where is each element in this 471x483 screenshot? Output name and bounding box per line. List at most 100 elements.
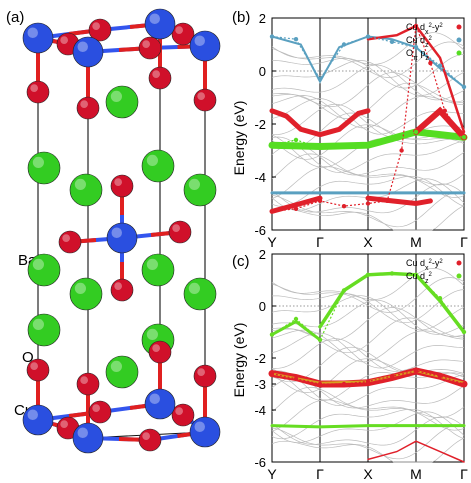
o-atom — [58, 230, 82, 254]
data-point — [389, 39, 395, 45]
data-point — [437, 374, 443, 379]
data-point — [269, 34, 275, 39]
cu-atom-highlight — [77, 427, 88, 438]
ytick-label: 0 — [259, 64, 266, 79]
o-atom-highlight — [175, 26, 183, 34]
legend-marker — [456, 260, 462, 266]
legend-marker — [456, 37, 462, 43]
tick-labels-b: 2 0 -2 -4 -6Y Γ X M Γ — [254, 11, 468, 250]
data-point — [385, 198, 390, 204]
ytick-label: 2 — [259, 247, 266, 262]
ba-atom — [69, 277, 103, 311]
data-point — [365, 379, 371, 384]
data-point — [428, 60, 433, 66]
data-point — [341, 203, 347, 209]
cu-atom-highlight — [27, 409, 38, 420]
fat-band-dx2y2-gm — [413, 106, 467, 141]
cu-atom-highlight — [149, 393, 160, 404]
o-atom — [138, 36, 162, 60]
data-point — [341, 288, 347, 293]
ba-atom-highlight — [110, 90, 122, 102]
tick-labels-c: 2 0 -2 -3 -4 -6Y Γ X M Γ — [254, 247, 468, 482]
ylabel-b: Energy (eV) — [231, 101, 247, 176]
data-point — [461, 329, 467, 335]
fat-band-dx2y2-low — [367, 440, 465, 463]
ba-atom — [141, 253, 175, 287]
ytick-label: -6 — [254, 223, 266, 238]
ba-atom-highlight — [146, 258, 158, 270]
background-band — [271, 53, 465, 89]
ba-atom-highlight — [74, 282, 86, 294]
o-atom-highlight — [152, 70, 160, 78]
background-band — [271, 72, 465, 107]
o-atom — [148, 66, 172, 90]
legend-marker — [456, 50, 462, 56]
background-band — [271, 408, 465, 440]
data-point — [389, 374, 395, 379]
ba-atom — [105, 85, 139, 119]
background-band — [271, 332, 465, 369]
ba-atom — [105, 355, 139, 389]
data-point — [365, 34, 371, 39]
data-point — [317, 198, 323, 204]
background-band — [271, 191, 465, 228]
o-atom-label: O — [22, 349, 34, 366]
o-atom — [148, 340, 172, 364]
o-atom-highlight — [92, 22, 100, 30]
data-point — [293, 137, 299, 143]
fat-band-dz2-y — [270, 319, 322, 342]
cu-atom — [22, 22, 54, 54]
data-point — [269, 332, 275, 337]
background-band — [271, 267, 465, 300]
ba-atom — [141, 149, 175, 183]
cu-atom-highlight — [194, 35, 205, 46]
ytick-label: -2 — [254, 117, 266, 132]
data-point — [399, 148, 404, 153]
background-band — [271, 183, 465, 214]
o-atom — [138, 428, 162, 452]
data-point — [293, 206, 299, 211]
data-point — [317, 76, 323, 82]
o-atom-highlight — [30, 362, 38, 370]
o-atom-highlight — [172, 224, 180, 232]
o-atom-highlight — [197, 368, 205, 376]
ba-atom-highlight — [188, 178, 200, 190]
series-line — [271, 131, 465, 149]
legend-marker — [456, 24, 462, 30]
background-band — [271, 424, 465, 460]
panel-c-label: (c) — [232, 253, 250, 270]
data-point — [389, 137, 395, 143]
data-point — [293, 376, 299, 381]
band-structure-c: (c) Energy (eV) 2 0 -2 -3 -4 -6Y Γ X M Γ Cu dx2-y… — [231, 247, 468, 482]
o-atom-highlight — [60, 36, 68, 45]
background-band — [271, 289, 465, 324]
ba-atom — [27, 253, 61, 287]
o-atom-highlight — [114, 178, 122, 186]
kpoint-label: Y — [267, 234, 277, 250]
data-point — [365, 272, 371, 277]
background-band — [271, 277, 465, 313]
cu-atom — [22, 404, 54, 436]
o-atom-highlight — [92, 404, 100, 412]
cu-atom — [72, 422, 104, 454]
o-atom-highlight — [80, 376, 88, 384]
background-band — [271, 411, 465, 444]
ba-atom-highlight — [32, 318, 45, 330]
o-atom — [171, 403, 195, 427]
ytick-label: -4 — [254, 170, 266, 185]
band-structure-b: (b) Energy (eV) 2 0 -2 -4 -6Y Γ X M Γ Cu dx2-y2C… — [231, 9, 468, 250]
plot-area-c — [268, 254, 468, 463]
cu-atom — [144, 8, 176, 40]
legend-label: Cu dx2-y2 — [406, 258, 443, 272]
o-atom — [76, 96, 100, 120]
background-band — [271, 60, 465, 96]
cu-atom — [106, 222, 138, 254]
ytick-label: -3 — [254, 377, 266, 392]
crystal-structure-panel: (a) Ba O Cu — [6, 8, 221, 454]
o-atom-highlight — [175, 407, 183, 415]
fat-band-dz2-flat — [270, 424, 466, 429]
background-band — [271, 95, 465, 129]
ytick-label: -2 — [254, 351, 266, 366]
kpoint-label: Γ — [316, 234, 324, 250]
